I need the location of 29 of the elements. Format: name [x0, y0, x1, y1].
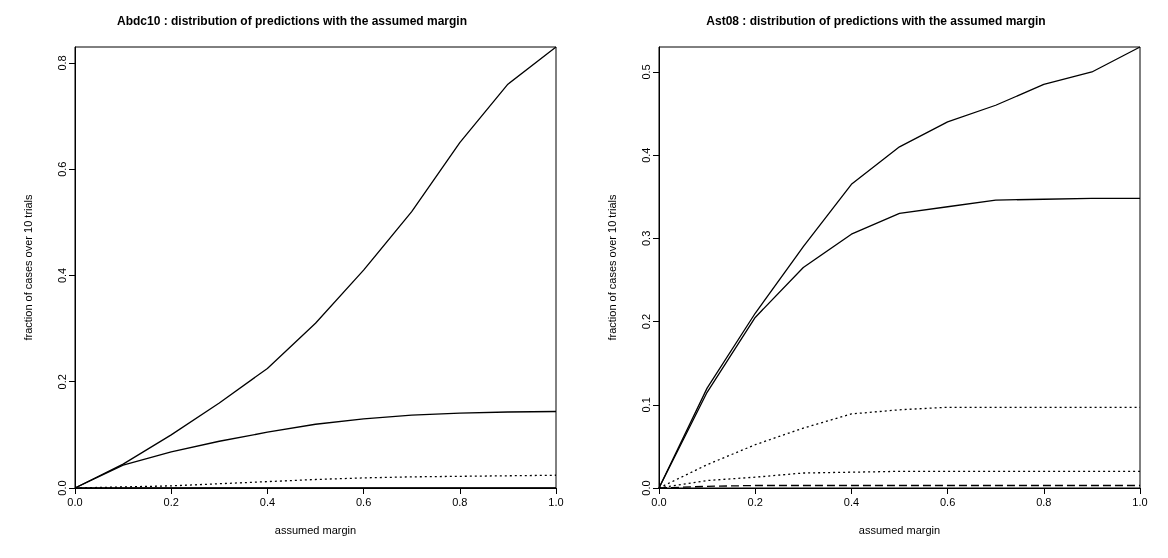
- y-tick-label: 0.6: [55, 161, 68, 177]
- x-axis-title: assumed margin: [858, 523, 941, 536]
- y-tick-label: 0.0: [639, 480, 652, 496]
- x-tick-label: 0.0: [67, 495, 83, 508]
- y-tick-label: 0.2: [55, 374, 68, 390]
- y-axis-title: fraction of cases over 10 trials: [605, 193, 618, 341]
- x-tick-label: 0.2: [747, 495, 763, 508]
- x-tick-label: 0.4: [843, 495, 860, 508]
- y-axis-title: fraction of cases over 10 trials: [21, 193, 34, 341]
- x-tick-label: 0.6: [355, 495, 372, 508]
- x-tick-label: 0.6: [939, 495, 956, 508]
- x-tick-label: 0.2: [163, 495, 179, 508]
- x-tick-label: 0.8: [452, 495, 468, 508]
- y-tick-label: 0.4: [55, 267, 68, 284]
- x-tick-label: 0.0: [651, 495, 667, 508]
- y-tick-label: 0.0: [55, 480, 68, 496]
- x-axis-title: assumed margin: [274, 523, 357, 536]
- x-tick-label: 0.4: [259, 495, 276, 508]
- x-tick-label: 1.0: [1132, 495, 1148, 508]
- x-tick-label: 1.0: [548, 495, 564, 508]
- chart-title: Abdc10 : distribution of predictions with the assumed margin: [116, 14, 468, 28]
- y-tick-label: 0.1: [639, 397, 652, 413]
- y-tick-label: 0.2: [639, 313, 652, 330]
- chart-title: Ast08 : distribution of predictions with the assumed margin: [706, 14, 1046, 28]
- y-tick-label: 0.5: [639, 64, 652, 80]
- y-tick-label: 0.4: [639, 147, 652, 163]
- y-tick-label: 0.3: [639, 230, 652, 247]
- x-tick-label: 0.8: [1036, 495, 1052, 508]
- y-tick-label: 0.8: [55, 55, 68, 71]
